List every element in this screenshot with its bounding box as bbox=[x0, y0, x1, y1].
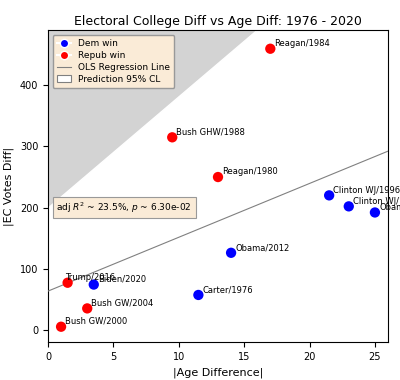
Text: Reagan/1980: Reagan/1980 bbox=[222, 167, 278, 176]
Point bbox=[228, 250, 234, 256]
Y-axis label: |EC Votes Diff|: |EC Votes Diff| bbox=[4, 147, 14, 226]
Text: Obama/2012: Obama/2012 bbox=[235, 243, 290, 252]
Point bbox=[169, 134, 176, 140]
Text: Trump/2016: Trump/2016 bbox=[65, 273, 115, 282]
Point bbox=[326, 192, 332, 198]
Text: Bush GW/2000: Bush GW/2000 bbox=[65, 317, 128, 326]
Text: adj $R^2$ ~ 23.5%, $p$ ~ 6.30e-02: adj $R^2$ ~ 23.5%, $p$ ~ 6.30e-02 bbox=[56, 200, 192, 215]
Title: Electoral College Diff vs Age Diff: 1976 - 2020: Electoral College Diff vs Age Diff: 1976… bbox=[74, 15, 362, 28]
X-axis label: |Age Difference|: |Age Difference| bbox=[173, 367, 263, 378]
Point bbox=[215, 174, 221, 180]
Text: Bush GW/2004: Bush GW/2004 bbox=[91, 299, 154, 308]
Point bbox=[58, 324, 64, 330]
Point bbox=[84, 306, 90, 312]
Point bbox=[372, 209, 378, 215]
Legend: Dem win, Repub win, OLS Regression Line, Prediction 95% CL: Dem win, Repub win, OLS Regression Line,… bbox=[52, 35, 174, 88]
Text: Clinton WJ/1996: Clinton WJ/1996 bbox=[333, 185, 400, 195]
Text: Clinton WJ/1992: Clinton WJ/1992 bbox=[353, 196, 400, 206]
Text: Obama/20: Obama/20 bbox=[379, 203, 400, 212]
Point bbox=[64, 280, 71, 286]
Point bbox=[195, 292, 202, 298]
Text: Bush GHW/1988: Bush GHW/1988 bbox=[176, 128, 245, 136]
Text: Carter/1976: Carter/1976 bbox=[202, 285, 253, 294]
Point bbox=[267, 46, 274, 52]
Text: Reagan/1984: Reagan/1984 bbox=[274, 39, 330, 48]
Point bbox=[90, 282, 97, 288]
Point bbox=[346, 203, 352, 209]
Text: Biden/2020: Biden/2020 bbox=[98, 275, 146, 284]
